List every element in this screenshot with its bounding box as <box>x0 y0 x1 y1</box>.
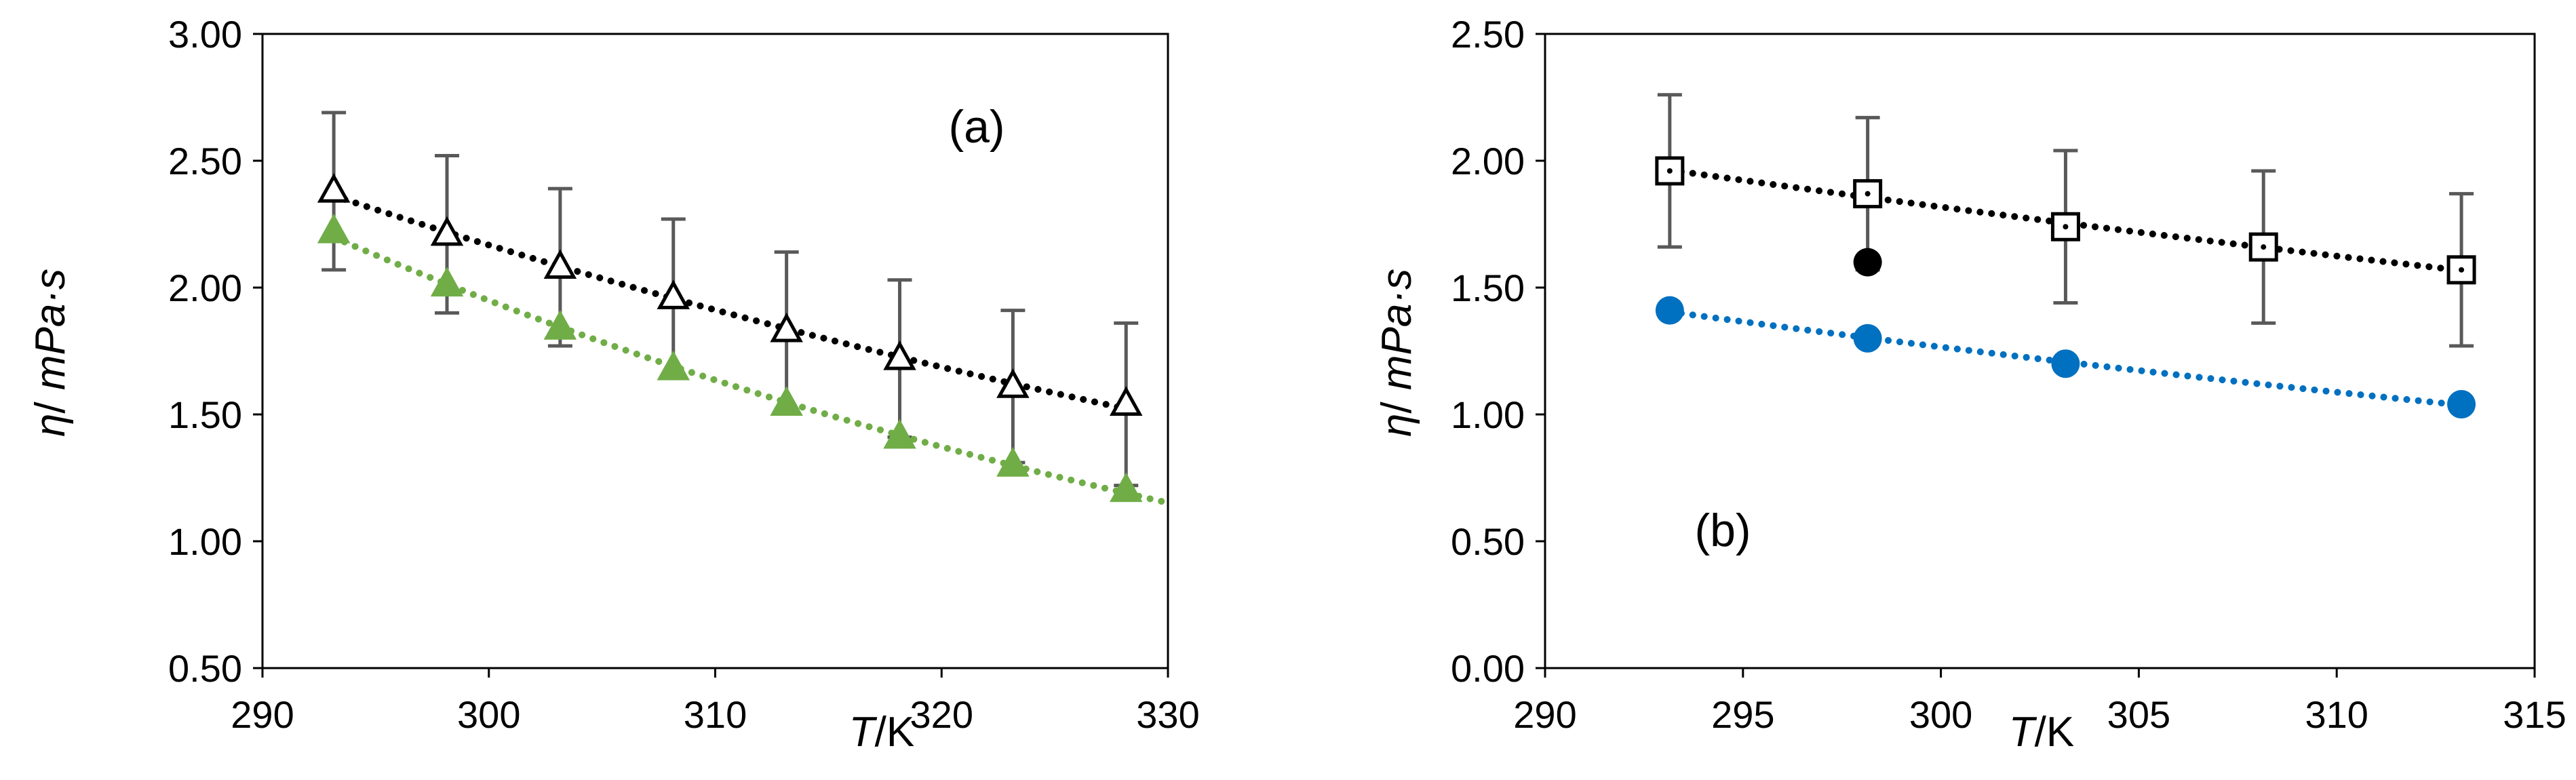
x-tick-label: 300 <box>457 693 520 736</box>
y-axis-title-unit: mPa·s <box>27 269 74 390</box>
series-black-circle <box>1853 248 1882 277</box>
x-axis-title-symbol: T <box>2009 709 2037 756</box>
y-axis-title-unit: mPa·s <box>1373 269 1420 390</box>
data-point <box>770 312 803 343</box>
data-point <box>1110 386 1143 416</box>
x-tick-label: 295 <box>1711 693 1774 736</box>
x-tick-label: 305 <box>2107 693 2170 736</box>
data-point <box>1853 324 1882 353</box>
data-point <box>770 386 803 416</box>
trendline <box>1666 308 2465 409</box>
data-point <box>1853 248 1882 277</box>
y-axis-title-symbol: η <box>27 414 74 437</box>
x-tick-label: 310 <box>684 693 747 736</box>
x-tick-label: 315 <box>2503 693 2566 736</box>
x-axis-title-symbol: T <box>849 709 878 756</box>
y-tick-label: 1.50 <box>168 393 242 436</box>
data-point <box>543 310 577 340</box>
y-tick-label: 2.50 <box>1451 13 1525 56</box>
x-axis-title: T/K <box>2009 709 2074 756</box>
trendline <box>330 192 1130 412</box>
plot-frame <box>1544 33 2536 669</box>
x-axis-title: T/K <box>849 709 914 756</box>
y-tick-label: 1.00 <box>168 520 242 563</box>
y-axis-title-symbol: η <box>1373 414 1420 437</box>
y-tick-label: 2.50 <box>168 140 242 182</box>
data-point <box>2447 390 2476 419</box>
y-tick-label: 0.50 <box>168 647 242 690</box>
data-point-center-dot <box>1865 191 1871 197</box>
data-point <box>2051 349 2080 378</box>
data-point <box>1655 296 1684 325</box>
data-point <box>996 447 1030 477</box>
y-tick-label: 2.00 <box>1451 140 1525 182</box>
data-point <box>657 279 690 309</box>
panel-label: (b) <box>1694 505 1751 556</box>
x-tick-label: 300 <box>1909 693 1972 736</box>
chart-panel-1: 290 300 310 320 330 0.50 1.00 1.50 2.00 2.50 3.00 T… <box>27 13 1200 756</box>
y-tick-label: 0.00 <box>1451 647 1525 690</box>
data-point-center-dot <box>2261 244 2267 250</box>
data-point <box>883 418 916 449</box>
data-point <box>2050 212 2080 241</box>
y-axis-title: η/ mPa·s <box>27 269 74 437</box>
data-point <box>657 350 690 381</box>
chart-panel-2: 290 295 300 305 310 315 0.00 0.50 1.00 1.50 2.00 2.… <box>1373 13 2567 756</box>
x-tick-label: 310 <box>2305 693 2368 736</box>
data-point <box>430 267 464 297</box>
data-point <box>543 249 577 279</box>
data-point-center-dot <box>2459 267 2465 273</box>
x-axis-title-unit: /K <box>2035 709 2075 756</box>
data-point <box>317 173 351 203</box>
series-green-triangles <box>317 213 1171 507</box>
y-tick-label: 1.50 <box>1451 267 1525 309</box>
data-point <box>996 368 1030 398</box>
trendline <box>330 233 1171 507</box>
y-tick-label: 2.00 <box>168 267 242 309</box>
y-tick-label: 1.00 <box>1451 393 1525 436</box>
panel-label: (a) <box>948 101 1004 153</box>
x-tick-label: 320 <box>910 693 973 736</box>
plot-frame <box>261 33 1169 669</box>
y-axis-title-slash: / <box>1373 390 1420 413</box>
data-point <box>883 340 916 370</box>
data-point <box>317 213 351 243</box>
x-tick-label: 330 <box>1136 693 1199 736</box>
series-open-squares <box>1655 93 2476 348</box>
x-axis-title-unit: /K <box>875 709 915 756</box>
data-point-center-dot <box>2063 224 2069 230</box>
series-open-triangles <box>317 111 1143 488</box>
x-tick-label: 290 <box>1513 693 1576 736</box>
y-tick-label: 0.50 <box>1451 520 1525 563</box>
data-point <box>1110 472 1143 503</box>
data-point <box>430 216 464 246</box>
series-blue-circles <box>1655 296 2476 419</box>
y-axis-title: η/ mPa·s <box>1373 269 1420 437</box>
y-tick-label: 3.00 <box>168 13 242 56</box>
x-tick-label: 290 <box>231 693 294 736</box>
y-axis-title-slash: / <box>27 390 74 413</box>
data-point-center-dot <box>1666 168 1673 174</box>
